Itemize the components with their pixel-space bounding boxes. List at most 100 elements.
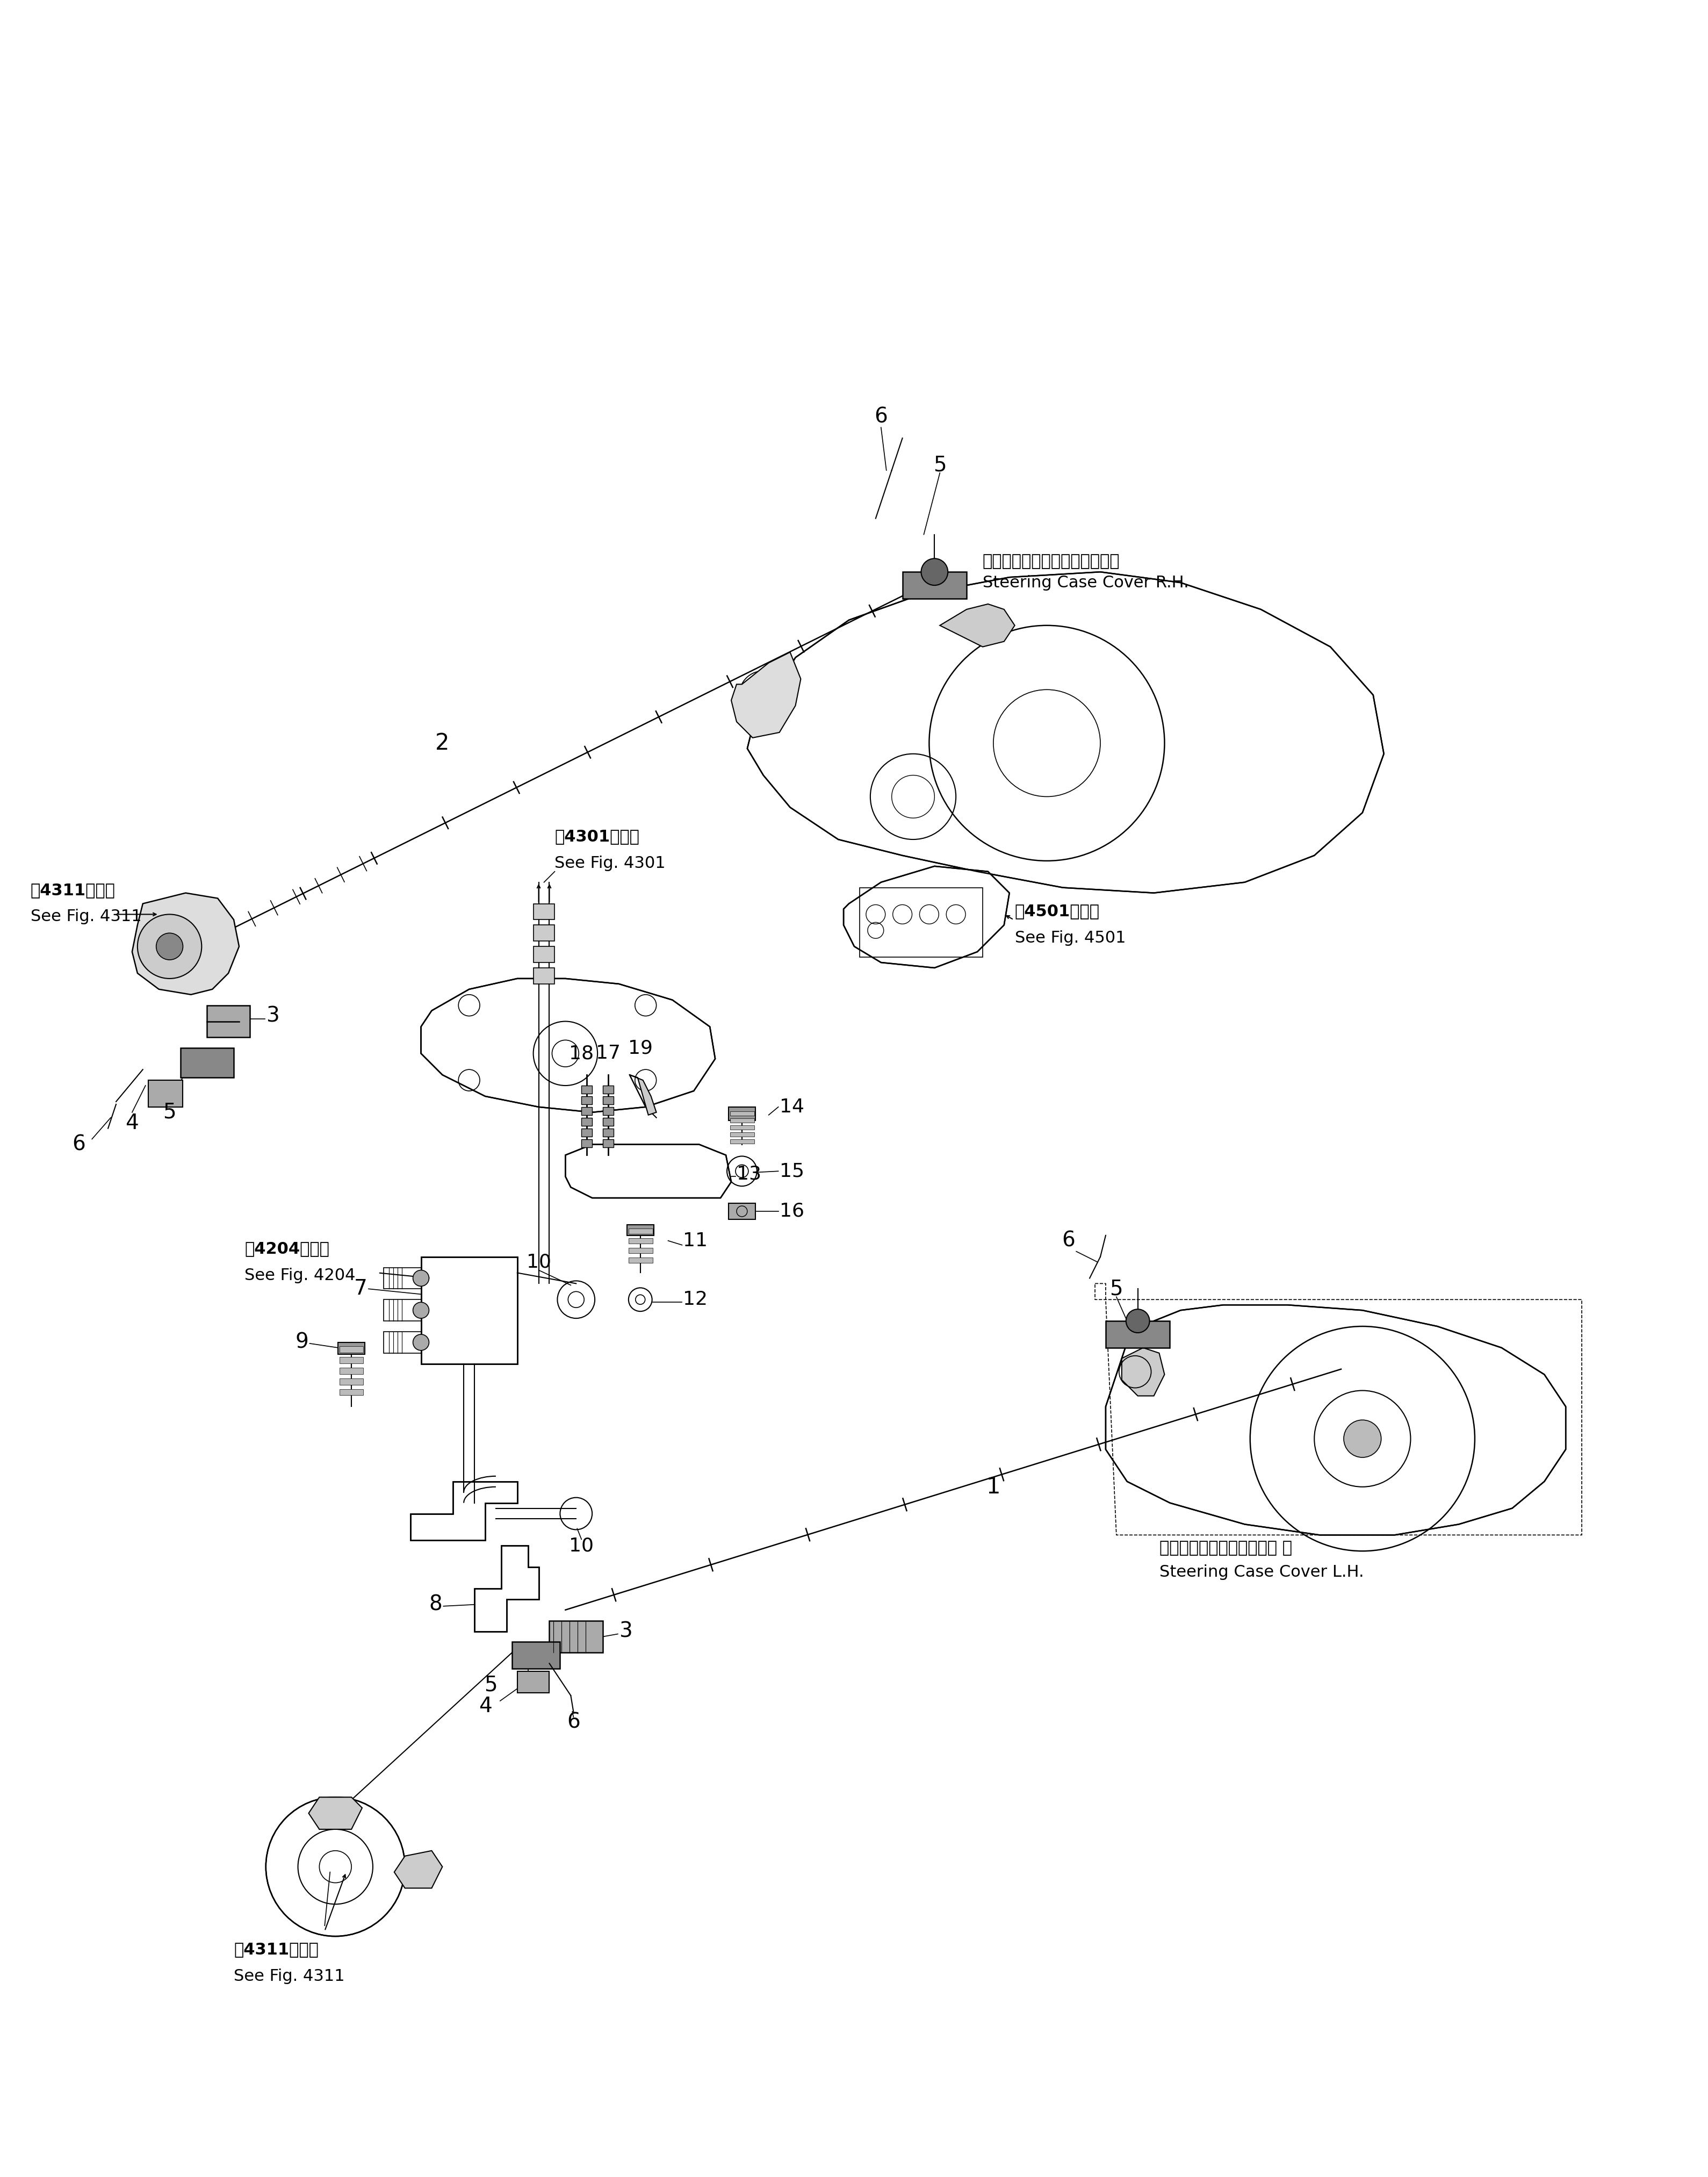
- Text: 6: 6: [72, 1134, 85, 1154]
- Text: See Fig. 4204: See Fig. 4204: [244, 1267, 355, 1282]
- Text: 第4501図参照: 第4501図参照: [1015, 903, 1100, 919]
- Text: 16: 16: [779, 1202, 804, 1221]
- Text: 7: 7: [354, 1278, 367, 1300]
- Bar: [533, 903, 555, 919]
- Text: 5: 5: [162, 1102, 176, 1123]
- Bar: [340, 1367, 364, 1374]
- Bar: [533, 969, 555, 984]
- Text: Steering Case Cover L.H.: Steering Case Cover L.H.: [1160, 1565, 1363, 1581]
- Text: 13: 13: [736, 1165, 762, 1182]
- Bar: [603, 1097, 613, 1104]
- Bar: [533, 925, 555, 940]
- Text: 5: 5: [1110, 1278, 1122, 1300]
- Text: 5: 5: [483, 1674, 497, 1696]
- Bar: [533, 947, 555, 962]
- Text: Steering Case Cover R.H.: Steering Case Cover R.H.: [982, 575, 1189, 590]
- Bar: [1105, 1321, 1170, 1348]
- Circle shape: [413, 1269, 429, 1287]
- Text: 8: 8: [429, 1594, 442, 1615]
- Text: 11: 11: [683, 1232, 707, 1250]
- Circle shape: [155, 934, 183, 960]
- Polygon shape: [132, 893, 239, 995]
- Text: See Fig. 4311: See Fig. 4311: [31, 910, 142, 925]
- Bar: [629, 1239, 652, 1243]
- Bar: [581, 1086, 593, 1093]
- Bar: [603, 1117, 613, 1126]
- Bar: [581, 1097, 593, 1104]
- Polygon shape: [420, 977, 716, 1112]
- Bar: [207, 1006, 249, 1038]
- Text: 14: 14: [779, 1097, 804, 1117]
- Text: ステアリングケースカバー　右: ステアリングケースカバー 右: [982, 553, 1120, 568]
- Polygon shape: [410, 1483, 518, 1541]
- Text: 15: 15: [779, 1163, 804, 1180]
- Bar: [149, 1080, 183, 1106]
- Bar: [420, 1256, 518, 1363]
- Polygon shape: [1122, 1348, 1165, 1395]
- Bar: [340, 1378, 364, 1385]
- Bar: [629, 1228, 652, 1234]
- Polygon shape: [475, 1546, 538, 1631]
- Polygon shape: [565, 1145, 731, 1197]
- Bar: [729, 1204, 755, 1219]
- Bar: [729, 1119, 755, 1123]
- Bar: [340, 1356, 364, 1363]
- Bar: [729, 1139, 755, 1143]
- Circle shape: [921, 559, 948, 586]
- Text: See Fig. 4311: See Fig. 4311: [234, 1968, 345, 1983]
- Bar: [603, 1139, 613, 1147]
- Bar: [340, 1345, 364, 1352]
- Bar: [629, 1247, 652, 1254]
- Bar: [420, 1256, 518, 1363]
- Text: 10: 10: [569, 1537, 594, 1554]
- Polygon shape: [731, 653, 801, 738]
- Text: 2: 2: [436, 731, 449, 755]
- Bar: [581, 1106, 593, 1115]
- Polygon shape: [844, 866, 1009, 969]
- Text: 10: 10: [526, 1254, 552, 1271]
- Bar: [340, 1389, 364, 1395]
- Text: 第4311図参照: 第4311図参照: [31, 882, 116, 897]
- Polygon shape: [748, 573, 1383, 893]
- Bar: [859, 888, 982, 958]
- Text: 4: 4: [478, 1696, 492, 1715]
- Text: 6: 6: [1062, 1230, 1074, 1252]
- Text: 18: 18: [569, 1045, 594, 1062]
- Bar: [384, 1300, 420, 1321]
- Text: 第4301図参照: 第4301図参照: [555, 829, 639, 845]
- Text: 第4311図参照: 第4311図参照: [234, 1942, 319, 1957]
- Text: See Fig. 4301: See Fig. 4301: [555, 856, 666, 871]
- Polygon shape: [1105, 1304, 1566, 1535]
- Bar: [729, 1126, 755, 1130]
- Bar: [729, 1106, 755, 1121]
- Bar: [384, 1332, 420, 1354]
- Circle shape: [413, 1302, 429, 1319]
- Text: 3: 3: [266, 1006, 278, 1025]
- Bar: [581, 1117, 593, 1126]
- Bar: [729, 1132, 755, 1136]
- Circle shape: [266, 1798, 405, 1935]
- Text: 5: 5: [933, 455, 946, 475]
- Bar: [603, 1106, 613, 1115]
- Bar: [729, 1110, 755, 1115]
- Text: ステアリングケースカバー 左: ステアリングケースカバー 左: [1160, 1541, 1291, 1557]
- Text: 1: 1: [986, 1476, 1001, 1498]
- Text: 3: 3: [618, 1622, 632, 1641]
- Bar: [603, 1128, 613, 1136]
- Text: 第4204図参照: 第4204図参照: [244, 1241, 330, 1256]
- Bar: [581, 1139, 593, 1147]
- Bar: [550, 1620, 603, 1652]
- Polygon shape: [939, 603, 1015, 647]
- Circle shape: [1126, 1308, 1149, 1332]
- Bar: [902, 573, 967, 599]
- Text: 12: 12: [683, 1291, 707, 1308]
- Polygon shape: [309, 1798, 362, 1829]
- Circle shape: [137, 914, 202, 977]
- Bar: [512, 1641, 560, 1670]
- Text: 4: 4: [125, 1112, 138, 1134]
- Text: See Fig. 4501: See Fig. 4501: [1015, 930, 1126, 947]
- Bar: [518, 1672, 550, 1694]
- Text: 6: 6: [874, 407, 888, 427]
- Text: 17: 17: [596, 1045, 620, 1062]
- Bar: [338, 1343, 366, 1354]
